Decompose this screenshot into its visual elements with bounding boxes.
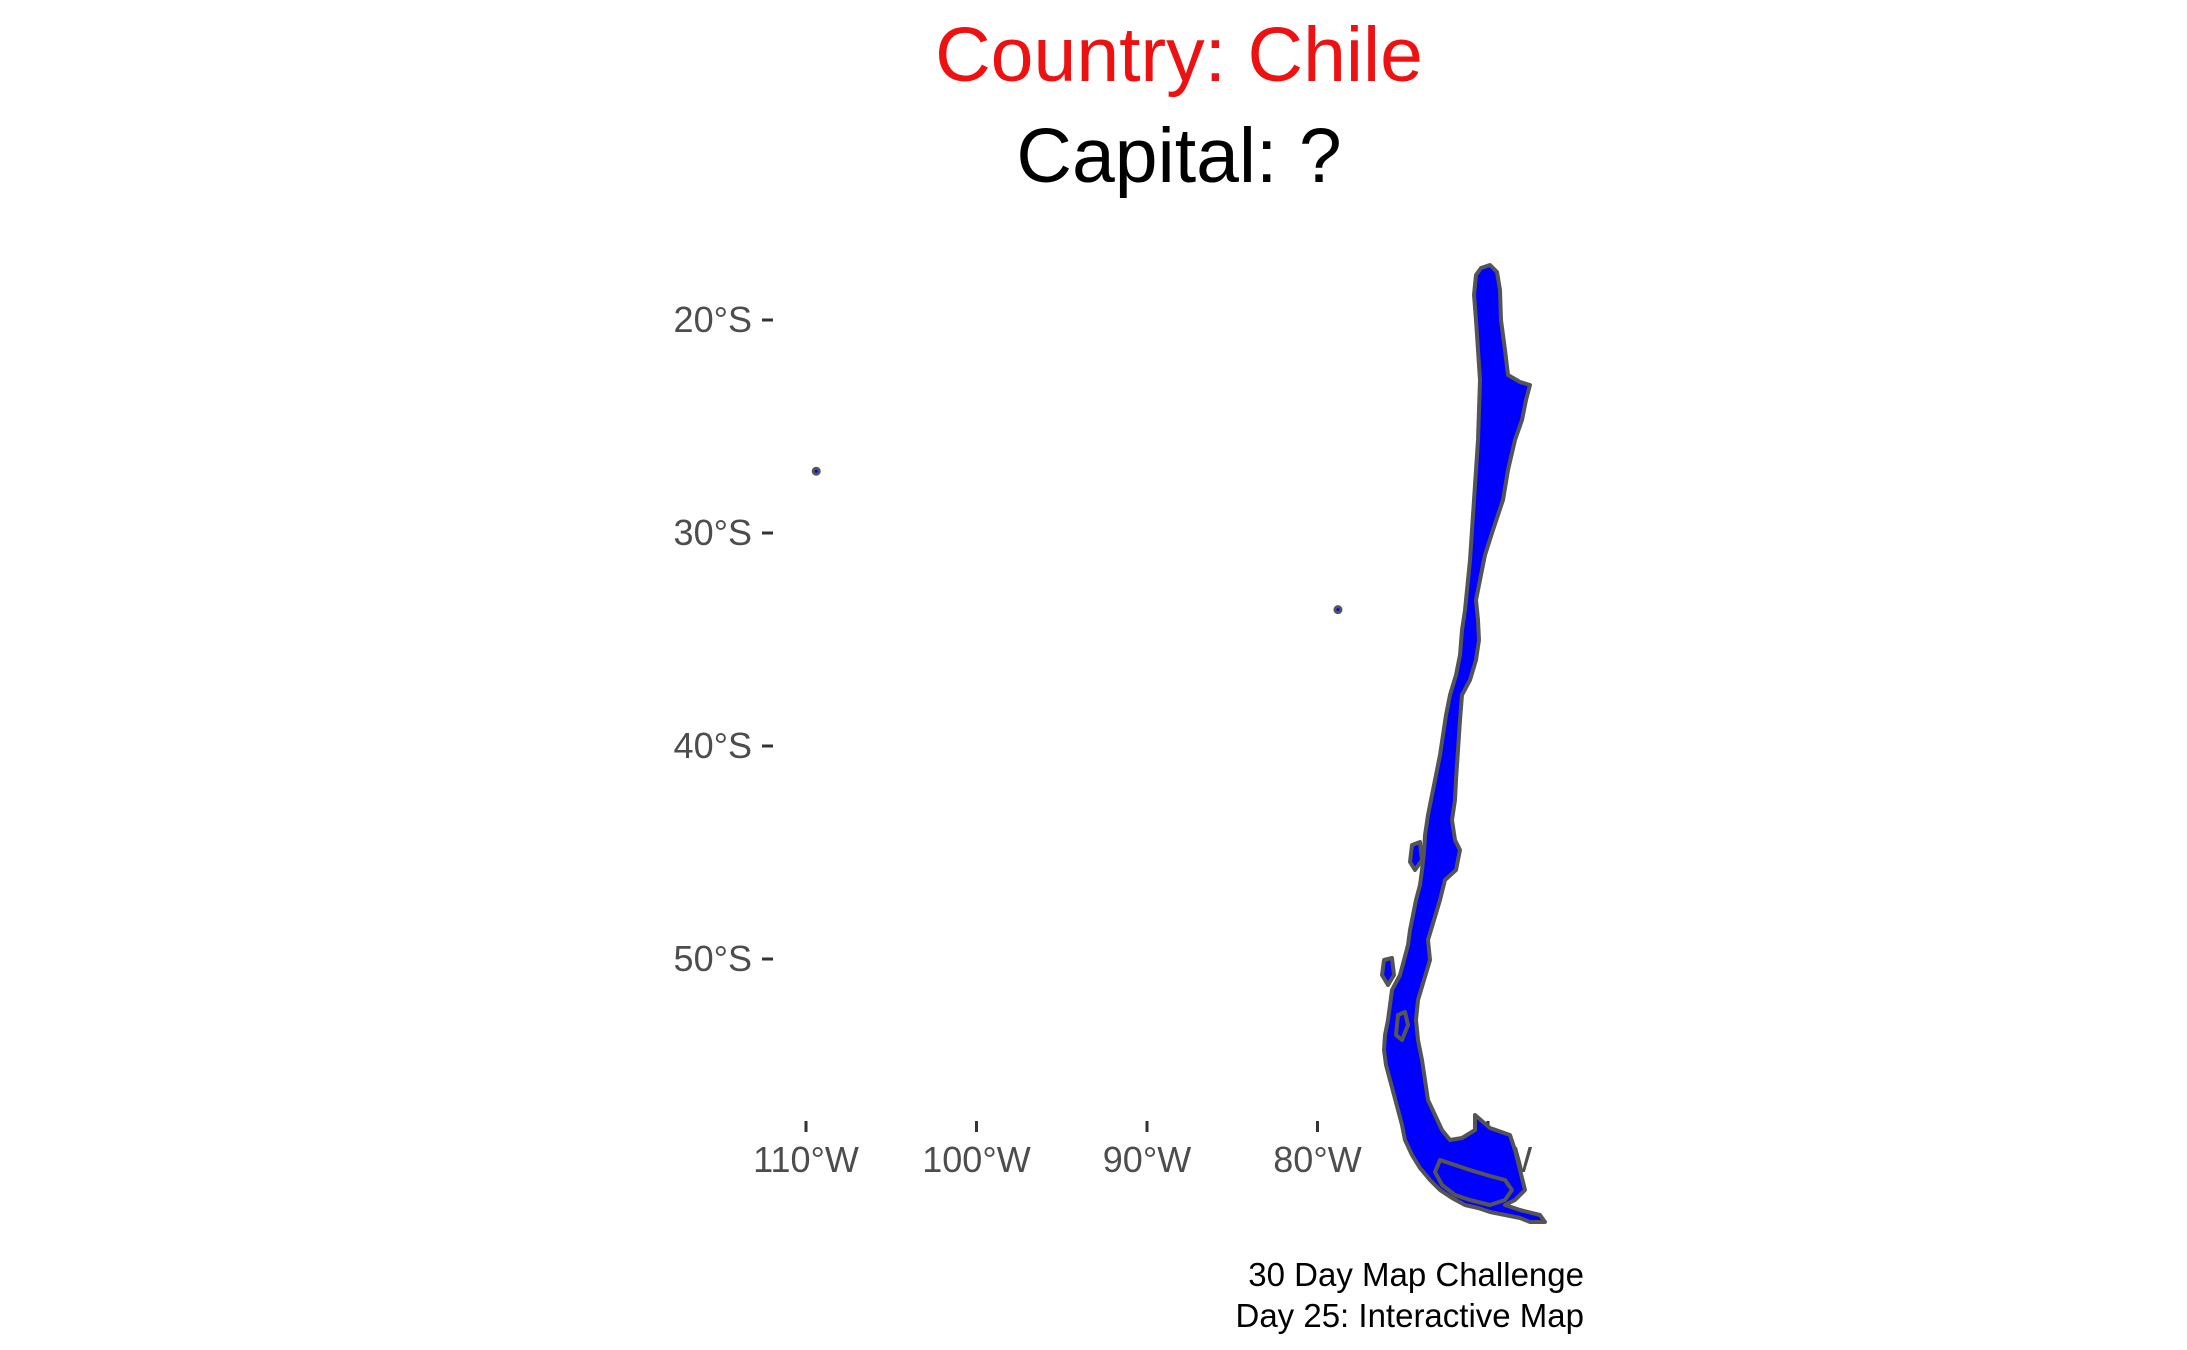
chile-southern-islet-3[interactable] (1380, 956, 1396, 987)
map-title-capital: Capital: ? (1016, 113, 1342, 199)
lon-tick-label: 90°W (1103, 1139, 1191, 1180)
lon-tick-label: 100°W (922, 1139, 1030, 1180)
island-marker[interactable] (1333, 605, 1343, 615)
chile-mainland[interactable] (1382, 263, 1547, 1224)
lon-tick-label: 110°W (753, 1139, 859, 1180)
chile-southern-islet-1[interactable] (1394, 1010, 1410, 1042)
island-marker[interactable] (811, 466, 821, 476)
chile-tierra-del-fuego[interactable] (1433, 1158, 1514, 1207)
lat-tick-label: 50°S (674, 938, 752, 979)
caption-challenge: 30 Day Map Challenge (1248, 1256, 1584, 1293)
outlying-islands (811, 466, 1343, 615)
caption-day: Day 25: Interactive Map (1235, 1297, 1585, 1334)
lon-tick-label: 80°W (1273, 1139, 1361, 1180)
lat-tick-label: 20°S (674, 299, 752, 340)
country-chile[interactable] (1380, 263, 1547, 1224)
chile-southern-islet-2[interactable] (1408, 840, 1424, 872)
lat-tick-label: 30°S (674, 512, 752, 553)
map-title-country: Country: Chile (935, 12, 1423, 98)
lat-tick-label: 40°S (674, 725, 752, 766)
latitude-axis: 20°S 30°S 40°S 50°S (674, 299, 773, 979)
